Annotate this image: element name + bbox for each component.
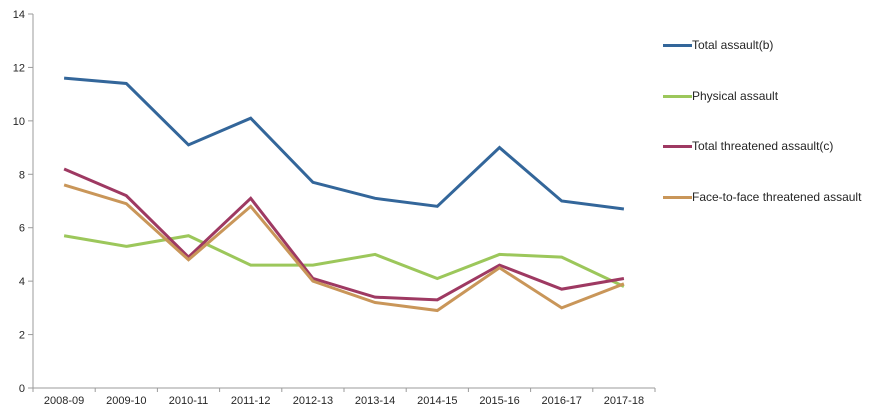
legend-label: Total threatened assault(c) — [692, 139, 834, 153]
legend-item: Total threatened assault(c) — [663, 139, 833, 154]
legend: Total assault(b) Physical assault Total th… — [663, 0, 869, 416]
y-axis-tick-label: 10 — [13, 116, 25, 128]
x-axis-category-label: 2014-15 — [417, 395, 457, 407]
x-axis-category-label: 2010-11 — [169, 395, 209, 407]
series-line-total-assault-b — [63, 76, 625, 211]
x-axis-category-label: 2008-09 — [44, 395, 84, 407]
legend-swatch — [663, 44, 692, 47]
y-axis-tick-label: 8 — [19, 169, 25, 181]
legend-label: Total assault(b) — [692, 38, 774, 52]
series-line-physical-assault — [63, 234, 625, 288]
legend-swatch — [663, 145, 692, 148]
y-axis-tick-label: 14 — [13, 9, 25, 21]
legend-item: Face-to-face threatened assault — [663, 190, 861, 205]
y-axis-tick-label: 6 — [19, 223, 25, 235]
legend-item: Physical assault — [663, 89, 778, 104]
legend-swatch — [663, 195, 692, 199]
x-axis-category-label: 2015-16 — [479, 395, 519, 407]
x-axis-category-label: 2017-18 — [604, 395, 644, 407]
y-axis-tick-label: 12 — [13, 62, 25, 74]
x-axis-category-label: 2016-17 — [542, 395, 582, 407]
legend-item: Total assault(b) — [663, 38, 773, 53]
x-axis-category-label: 2012-13 — [293, 395, 333, 407]
series-line-face-to-face-threatened-assault — [63, 183, 625, 313]
y-axis-tick-label: 0 — [19, 383, 25, 395]
x-axis-category-label: 2009-10 — [106, 395, 146, 407]
x-axis-category-label: 2013-14 — [355, 395, 395, 407]
y-axis-tick-label: 2 — [19, 330, 25, 342]
legend-label: Physical assault — [692, 88, 779, 103]
series-line-total-threatened-assault-c — [63, 167, 625, 302]
legend-label: Face-to-face threatened assault — [692, 189, 862, 204]
legend-swatch — [663, 94, 692, 98]
y-axis-tick-label: 4 — [19, 276, 25, 288]
x-axis-category-label: 2011-12 — [231, 395, 271, 407]
